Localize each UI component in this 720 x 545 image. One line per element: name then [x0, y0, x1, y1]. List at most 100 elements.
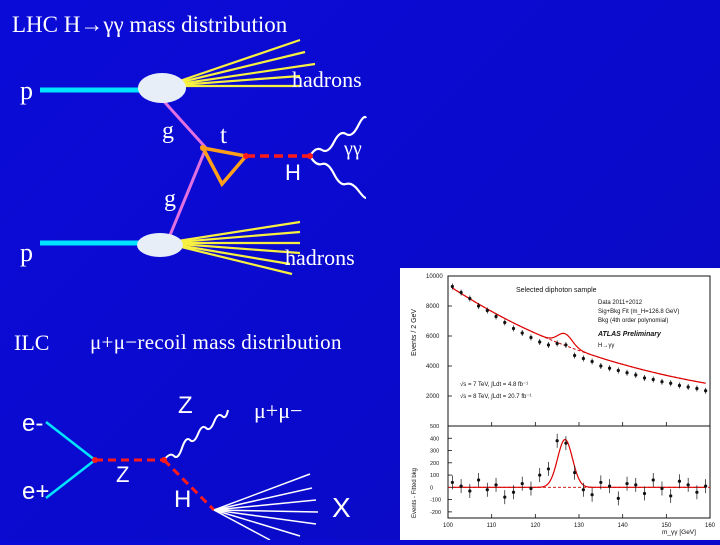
data-point	[573, 353, 577, 358]
residual-point	[651, 478, 655, 482]
electron-label: e-	[22, 410, 44, 437]
photon-upper	[309, 115, 367, 157]
residual-point	[459, 484, 463, 488]
positron-line	[45, 459, 96, 499]
plot-title: Selected diphoton sample	[516, 287, 597, 294]
bottom-panel-frame	[447, 425, 711, 519]
positron-label: e+	[22, 478, 50, 505]
z-boson-label-top: Z	[178, 392, 193, 419]
y-tick-label: 500	[430, 424, 439, 430]
y-axis-label-top: Events / 2 GeV	[411, 309, 418, 356]
vertex	[307, 153, 313, 159]
data-point	[555, 341, 559, 346]
data-point	[494, 314, 498, 319]
hadrons-label-top: hadrons	[292, 67, 362, 92]
y-tick-label: 6000	[426, 334, 440, 340]
y-tick-label: 2000	[426, 394, 440, 400]
data-point	[677, 383, 682, 388]
data-point	[546, 343, 551, 347]
x-tick-label: 100	[443, 523, 454, 529]
residual-point	[564, 441, 568, 445]
data-point	[468, 296, 472, 301]
top-quark-label: t	[220, 122, 227, 149]
vertex	[92, 457, 98, 463]
x-tick-label: 110	[487, 523, 497, 529]
data-point	[476, 304, 481, 308]
channel-label: H→γγ	[598, 343, 614, 349]
data-point	[459, 290, 463, 295]
vertex	[161, 457, 167, 463]
proton-label-top: p	[20, 76, 33, 105]
lumi-2011: √s = 7 TeV, ∫Ldt = 4.8 fb⁻¹	[460, 381, 528, 388]
background-fit-line	[452, 287, 706, 384]
y-tick-label: 8000	[426, 304, 440, 310]
residual-point	[634, 483, 638, 487]
data-point	[704, 389, 708, 393]
electron-line	[45, 421, 96, 461]
data-point	[599, 364, 603, 368]
gluon-bottom	[166, 147, 208, 241]
x-tick-label: 120	[530, 523, 541, 529]
y-tick-label: 100	[430, 473, 439, 479]
hadrons-label-bottom: hadrons	[285, 245, 355, 270]
data-point	[642, 376, 647, 380]
data-point	[450, 284, 454, 289]
diphoton-label: γγ	[344, 138, 362, 160]
data-point	[511, 326, 516, 331]
x-axis-label: m_γγ [GeV]	[662, 529, 696, 536]
photon-lower	[309, 155, 367, 200]
x-tick-label: 140	[618, 523, 629, 529]
gluon-label-top: g	[162, 118, 174, 144]
residual-point	[573, 471, 577, 475]
residual-point	[520, 482, 524, 486]
dimuon-label: μ+μ−	[254, 398, 303, 423]
signal-fit-line	[452, 438, 706, 488]
residual-point	[529, 486, 533, 491]
residual-point	[485, 488, 489, 492]
data-point	[669, 381, 673, 385]
y-axis-label-bottom: Events - Fitted bkg	[412, 468, 418, 518]
z-boson-top	[163, 409, 229, 461]
residual-point	[494, 483, 498, 487]
signal-plus-background-fit-line	[452, 287, 706, 384]
higgs-label: H	[285, 160, 301, 185]
residual-point	[599, 480, 603, 485]
data-point	[581, 356, 585, 361]
residual-point	[546, 467, 551, 471]
residual-point	[695, 490, 699, 494]
data-point	[564, 343, 568, 347]
z-boson-label-bottom: Z	[116, 462, 130, 487]
residual-point	[590, 493, 594, 497]
residual-point	[669, 494, 673, 498]
data-point	[695, 386, 699, 391]
residual-point	[686, 483, 690, 487]
data-point	[686, 385, 690, 389]
lumi-2012: √s = 8 TeV, ∫Ldt = 20.7 fb⁻¹	[460, 393, 531, 400]
vertex	[200, 145, 206, 151]
residual-point	[450, 480, 454, 485]
proton-blob-top	[138, 73, 186, 103]
x-tick-label: 160	[705, 523, 716, 529]
residual-point	[468, 489, 472, 493]
x-tick-label: 150	[661, 523, 672, 529]
residual-point	[503, 495, 507, 499]
proton-label-bottom: p	[20, 238, 33, 267]
ilc-title: μ+μ−recoil mass distribution	[90, 330, 342, 354]
data-point	[660, 380, 664, 384]
data-point	[485, 308, 489, 313]
data-point	[607, 366, 612, 370]
y-tick-label: -200	[430, 510, 441, 516]
higgs-decay-jets	[213, 473, 319, 540]
data-point	[651, 377, 655, 382]
data-point	[590, 359, 594, 364]
data-point	[529, 335, 533, 340]
y-tick-label: 10000	[426, 274, 443, 280]
x-label: X	[332, 492, 351, 523]
residual-point	[677, 479, 682, 483]
residual-point	[607, 484, 612, 488]
residual-point	[616, 496, 620, 500]
y-tick-label: 0	[430, 485, 433, 491]
higgs-line	[162, 458, 216, 512]
residual-point	[476, 478, 481, 482]
